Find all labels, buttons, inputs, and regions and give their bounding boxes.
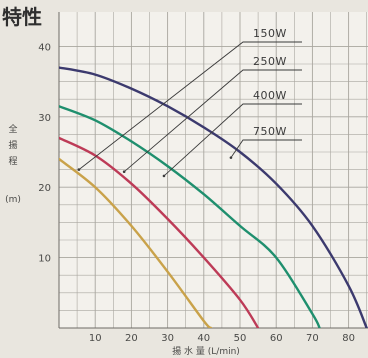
plot-area [59,12,368,328]
chart-title: 特性 [2,5,42,29]
legend-label-400W: 400W [253,89,287,102]
y-tick-label: 40 [38,42,51,53]
y-axis-label-char: 揚 [8,139,17,151]
series-line-150W [59,157,213,328]
leader-dot-150W [77,168,81,171]
legend-label-250W: 250W [253,55,287,68]
y-axis-ticks: 10 20 30 40 [38,42,51,264]
legend-label-750W: 750W [253,125,287,138]
y-axis-label-char: (m) [5,195,21,205]
y-tick-label: 30 [38,113,51,124]
leader-line-400W [163,103,302,177]
x-tick-label: 50 [234,333,247,344]
leader-dot-250W [122,170,126,174]
legend: 150W 250W 400W 750W [253,27,287,138]
series-line-250W [59,136,260,328]
x-tick-label: 70 [306,333,319,344]
x-axis-ticks: 10 20 30 40 50 60 70 80 [89,333,355,344]
grid [58,12,368,329]
leader-dot-750W [229,156,233,159]
leader-dot-400W [162,174,166,178]
y-axis-label: 全揚程 (m) [5,123,21,205]
series-line-400W [59,105,321,328]
y-axis-label-char: 全 [8,123,17,135]
leader-line-250W [123,69,302,173]
y-tick-label: 20 [38,183,51,194]
leader-line-750W [230,139,302,158]
legend-leaders [77,41,302,178]
leader-line-150W [78,41,302,170]
x-tick-label: 40 [197,333,210,344]
curves [59,66,368,328]
x-tick-label: 10 [89,333,102,344]
x-tick-label: 30 [161,333,174,344]
y-tick-label: 10 [38,254,51,265]
x-tick-label: 20 [125,333,138,344]
legend-label-150W: 150W [253,27,287,40]
series-line-750W [59,66,368,328]
x-tick-label: 60 [270,333,283,344]
y-axis-label-char: 程 [8,156,17,167]
x-axis-label: 揚 水 量 (L/min) [172,345,240,357]
x-tick-label: 80 [342,333,355,344]
